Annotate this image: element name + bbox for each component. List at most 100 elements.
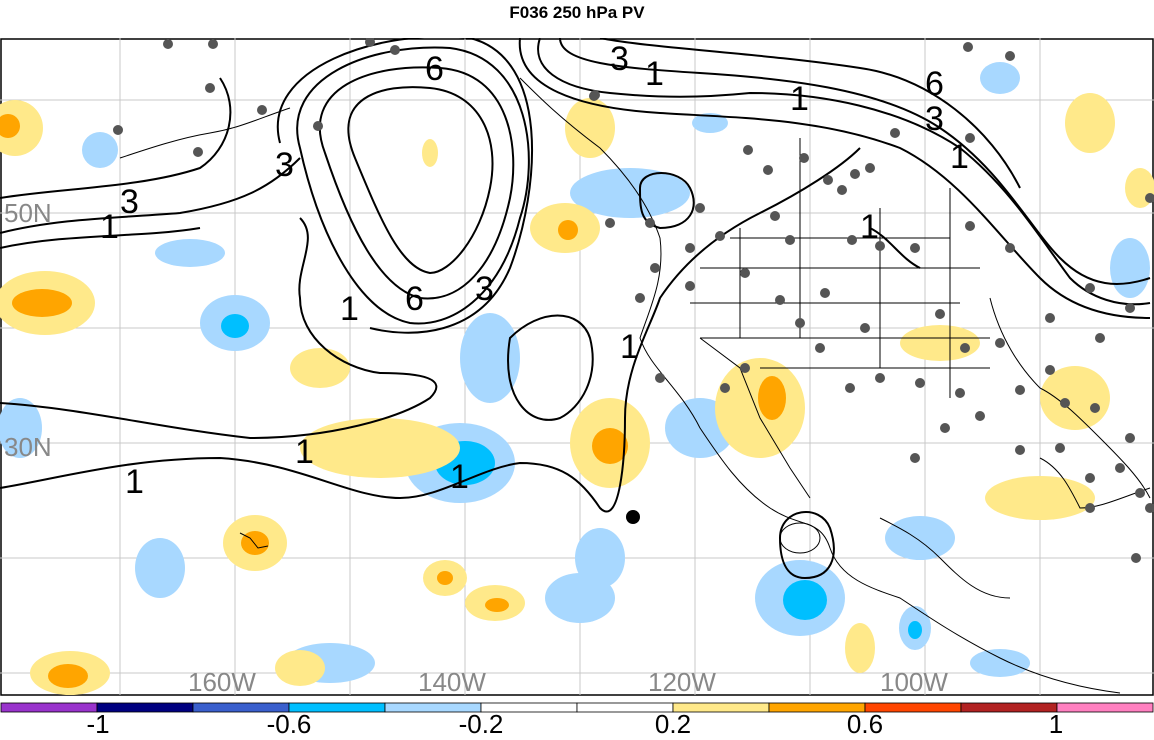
target-point-marker [626, 510, 640, 524]
colorbar-segment [0, 702, 98, 713]
colorbar [0, 702, 1154, 713]
contour-label: 1 [295, 433, 314, 471]
contour-label: 1 [450, 458, 469, 496]
station-dot [910, 453, 920, 463]
station-dot [963, 42, 973, 52]
contour-label: 3 [475, 270, 494, 308]
station-dot [1135, 488, 1145, 498]
station-dots [113, 38, 1154, 563]
station-dot [1095, 333, 1105, 343]
station-dot [390, 45, 400, 55]
station-dot [193, 147, 203, 157]
colorbar-tick-label: 1 [1048, 709, 1064, 739]
station-dot [935, 309, 945, 319]
station-dot [1045, 313, 1055, 323]
station-dot [685, 243, 695, 253]
station-dot [1085, 503, 1095, 513]
contour-label: 6 [425, 50, 444, 88]
colorbar-tick-label: 0.2 [654, 709, 692, 739]
station-dot [820, 288, 830, 298]
station-dot [590, 90, 600, 100]
station-dot [635, 293, 645, 303]
station-dot [770, 211, 780, 221]
station-dot [1085, 473, 1095, 483]
station-dot [1125, 433, 1135, 443]
station-dot [720, 383, 730, 393]
contour-label: 1 [100, 208, 119, 246]
station-dot [1060, 398, 1070, 408]
station-dot [685, 281, 695, 291]
station-dot [865, 163, 875, 173]
contour-label: 6 [405, 280, 424, 318]
station-dot [965, 133, 975, 143]
contour-label: 1 [645, 55, 664, 93]
colorbar-tick-label: -0.2 [458, 709, 504, 739]
station-dot [875, 241, 885, 251]
lat-label-50n: 50N [4, 198, 52, 228]
lon-label-140w: 140W [418, 667, 486, 697]
colorbar-tick-label: -0.6 [266, 709, 312, 739]
station-dot [365, 38, 375, 47]
station-dot [890, 128, 900, 138]
contour-label: 3 [275, 146, 294, 184]
station-dot [845, 383, 855, 393]
station-dot [205, 83, 215, 93]
lon-label-100w: 100W [880, 667, 948, 697]
colorbar-segment [1056, 702, 1154, 713]
contour-label: 1 [340, 290, 359, 328]
station-dot [965, 221, 975, 231]
station-dot [1145, 193, 1154, 203]
contour-label: 3 [925, 100, 944, 138]
lat-label-30n: 30N [4, 432, 52, 462]
station-dot [847, 235, 857, 245]
station-dot [850, 169, 860, 179]
station-dot [1055, 443, 1065, 453]
station-dot [915, 378, 925, 388]
station-dot [763, 165, 773, 175]
contour-labels: 6 6 6 3 3 3 3 3 1 1 1 1 1 1 1 1 1 1 [100, 40, 969, 501]
station-dot [743, 145, 753, 155]
station-dot [815, 343, 825, 353]
station-dot [1115, 463, 1125, 473]
contour-label: 1 [950, 138, 969, 176]
station-dot [1005, 243, 1015, 253]
colorbar-segment [960, 702, 1058, 713]
station-dot [960, 343, 970, 353]
colorbar-segment [96, 702, 194, 713]
station-dot [1015, 445, 1025, 455]
station-dot [113, 125, 123, 135]
station-dot [740, 363, 750, 373]
station-dot [313, 121, 323, 131]
contour-label: 3 [610, 40, 629, 78]
station-dot [795, 318, 805, 328]
station-dot [823, 175, 833, 185]
pv-map: 6 6 6 3 3 3 3 3 1 1 1 1 1 1 1 1 1 1 50N … [0, 38, 1154, 697]
station-dot [775, 295, 785, 305]
station-dot [1090, 403, 1100, 413]
station-dot [995, 338, 1005, 348]
station-dot [650, 263, 660, 273]
station-dot [940, 423, 950, 433]
station-dot [645, 218, 655, 228]
station-dot [955, 388, 965, 398]
lon-label-120w: 120W [648, 667, 716, 697]
pv-contours [0, 38, 1151, 580]
colorbar-tick-label: -1 [86, 709, 110, 739]
station-dot [1125, 303, 1135, 313]
contour-label: 1 [860, 208, 879, 246]
station-dot [1045, 365, 1055, 375]
station-dot [695, 203, 705, 213]
station-dot [1005, 51, 1015, 61]
colorbar-tick-label: 0.6 [846, 709, 884, 739]
station-dot [257, 105, 267, 115]
axis-labels: 50N 30N 160W 140W 120W 100W [4, 198, 948, 697]
station-dot [1131, 553, 1141, 563]
station-dot [860, 323, 870, 333]
station-dot [715, 231, 725, 241]
station-dot [910, 243, 920, 253]
contour-label: 3 [120, 183, 139, 221]
station-dot [1085, 283, 1095, 293]
station-dot [875, 373, 885, 383]
contour-label: 1 [125, 463, 144, 501]
station-dot [1145, 503, 1154, 513]
